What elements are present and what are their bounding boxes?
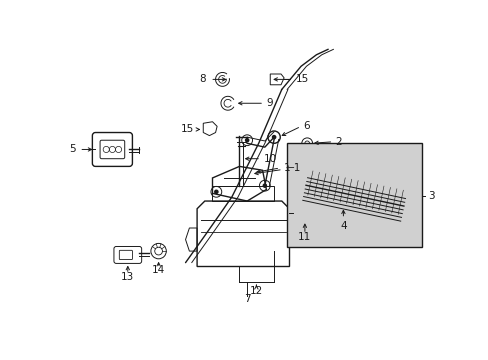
Text: 9: 9 bbox=[266, 98, 272, 108]
Text: 1: 1 bbox=[284, 163, 290, 173]
Text: 8: 8 bbox=[199, 75, 206, 84]
Circle shape bbox=[214, 189, 218, 194]
Text: 13: 13 bbox=[121, 271, 134, 282]
Circle shape bbox=[271, 135, 276, 139]
Text: 15: 15 bbox=[295, 75, 308, 84]
Text: 6: 6 bbox=[303, 121, 309, 131]
Text: 15: 15 bbox=[181, 125, 194, 134]
Text: 14: 14 bbox=[152, 265, 165, 275]
Text: 7: 7 bbox=[244, 294, 250, 304]
Text: 2: 2 bbox=[335, 137, 342, 147]
Bar bbox=[286, 143, 421, 247]
Circle shape bbox=[262, 183, 266, 188]
Text: 4: 4 bbox=[339, 210, 346, 231]
Text: 3: 3 bbox=[427, 191, 434, 201]
Text: 11: 11 bbox=[298, 232, 311, 242]
Text: 12: 12 bbox=[249, 286, 263, 296]
Text: 10: 10 bbox=[263, 154, 276, 164]
Text: ←1: ←1 bbox=[254, 163, 301, 175]
Text: 5: 5 bbox=[69, 144, 76, 154]
Circle shape bbox=[244, 138, 249, 143]
